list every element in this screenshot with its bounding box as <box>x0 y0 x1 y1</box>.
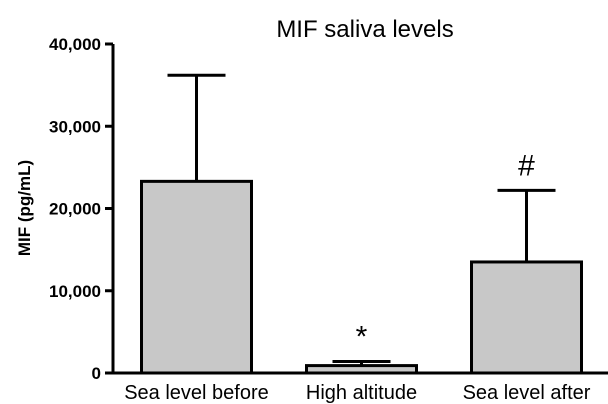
bar <box>140 179 253 375</box>
y-tick-label: 0 <box>92 364 101 383</box>
bar <box>305 364 418 375</box>
significance-marker: # <box>518 149 535 182</box>
significance-marker: * <box>356 320 368 353</box>
x-tick-label: High altitude <box>306 382 417 404</box>
bar <box>470 260 583 375</box>
chart-title: MIF saliva levels <box>276 16 453 43</box>
y-tick-label: 30,000 <box>49 117 101 136</box>
y-axis-label: MIF (pg/mL) <box>15 160 34 256</box>
plot-area: 0 10,000 20,000 30,000 40,000 Sea level befor… <box>49 35 608 404</box>
y-tick-label: 10,000 <box>49 282 101 301</box>
y-tick-label: 40,000 <box>49 35 101 54</box>
y-tick-label: 20,000 <box>49 200 101 219</box>
x-tick-label: Sea level before <box>124 382 269 404</box>
x-tick-label: Sea level after <box>463 382 591 404</box>
